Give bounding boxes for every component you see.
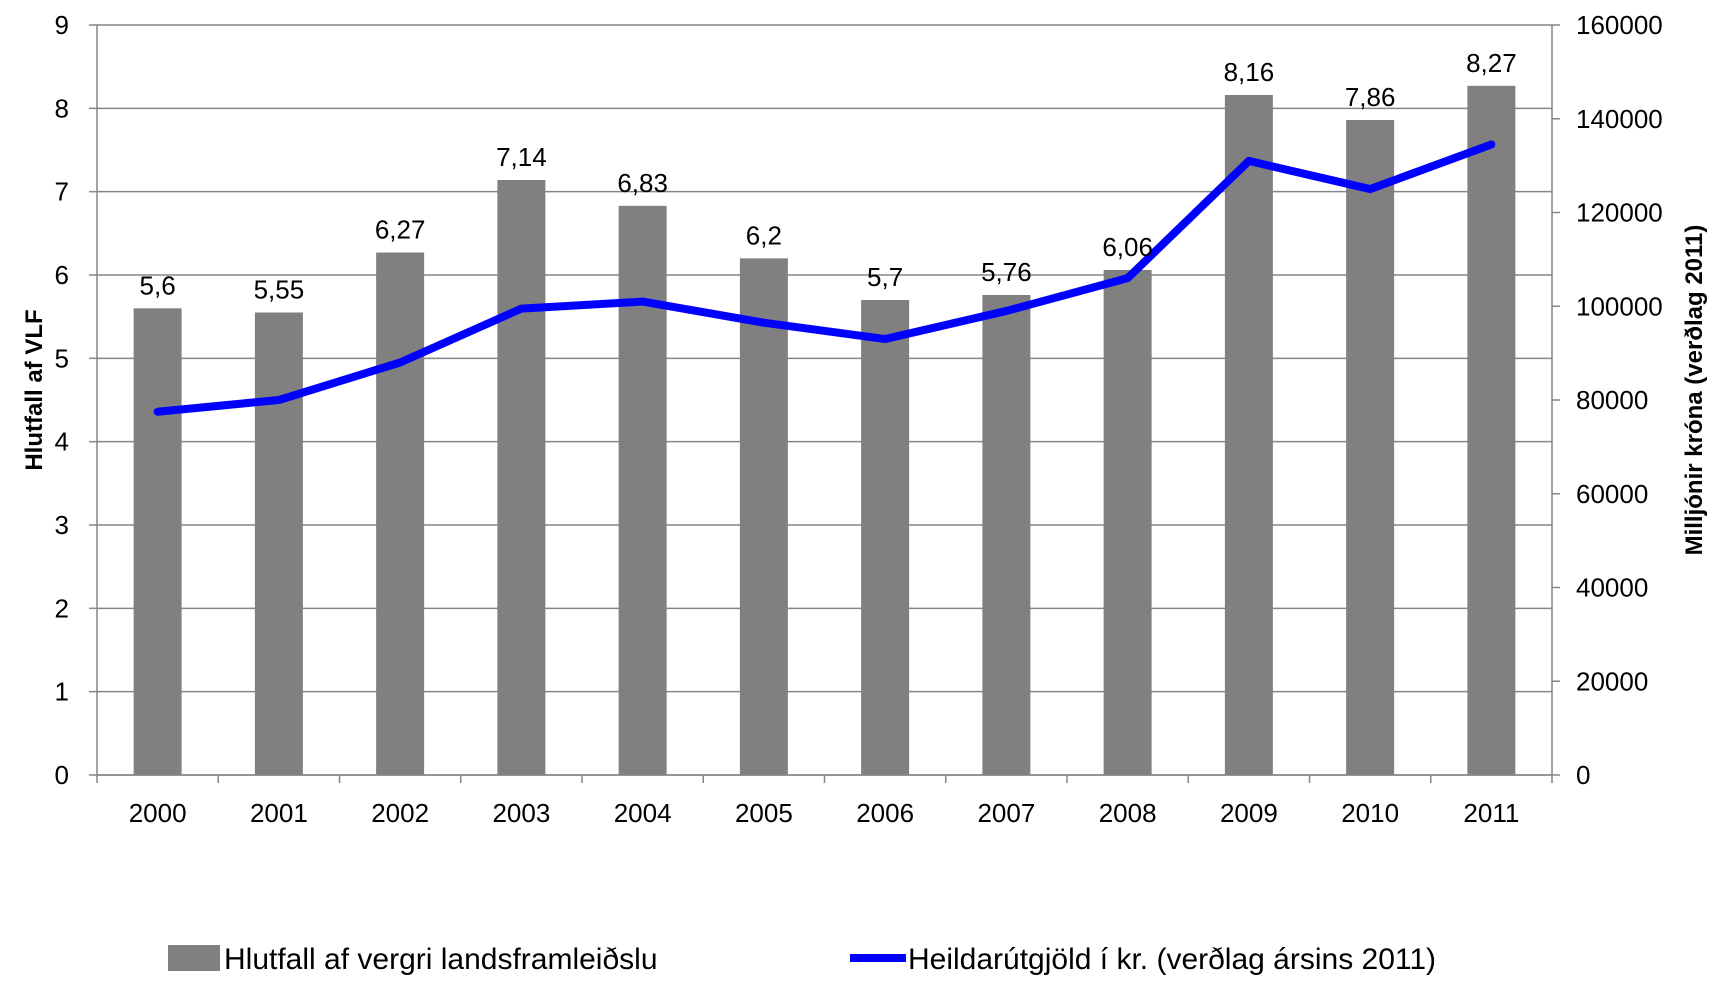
right-tick-label: 40000 bbox=[1576, 573, 1648, 603]
line-path bbox=[153, 140, 1496, 416]
legend-line-label: Heildarútgjöld í kr. (verðlag ársins 201… bbox=[908, 943, 1436, 976]
x-tick-label: 2005 bbox=[735, 798, 793, 828]
data-label: 5,6 bbox=[140, 270, 176, 300]
x-tick-label: 2001 bbox=[250, 798, 308, 828]
left-tick-label: 2 bbox=[55, 593, 69, 623]
gridlines bbox=[97, 24, 1552, 776]
right-tick-label: 60000 bbox=[1576, 479, 1648, 509]
bar bbox=[1467, 85, 1516, 776]
left-tick-label: 9 bbox=[55, 10, 69, 40]
data-label: 7,14 bbox=[496, 142, 547, 172]
x-tick-label: 2006 bbox=[856, 798, 914, 828]
bar bbox=[497, 180, 546, 775]
left-axis-ticks: 0 1 2 3 4 5 6 7 8 9 bbox=[55, 10, 97, 790]
data-label: 5,76 bbox=[981, 257, 1032, 287]
x-tick-label: 2007 bbox=[977, 798, 1035, 828]
x-tick-label: 2011 bbox=[1463, 798, 1519, 828]
data-label: 5,55 bbox=[254, 275, 305, 305]
legend: Hlutfall af vergri landsframleiðslu Heil… bbox=[168, 943, 1436, 976]
right-tick-label: 20000 bbox=[1576, 666, 1648, 696]
x-tick-label: 2009 bbox=[1220, 798, 1278, 828]
bar bbox=[618, 205, 667, 776]
x-tick-label: 2010 bbox=[1341, 798, 1399, 828]
axes bbox=[96, 25, 1553, 776]
x-tick-label: 2000 bbox=[129, 798, 187, 828]
left-tick-label: 8 bbox=[55, 93, 69, 123]
right-tick-label: 140000 bbox=[1576, 104, 1663, 134]
legend-bar-label: Hlutfall af vergri landsframleiðslu bbox=[224, 943, 658, 976]
bar bbox=[254, 312, 303, 775]
right-axis-ticks: 0 20000 40000 60000 80000 100000 120000 140000 1… bbox=[1552, 10, 1663, 790]
x-axis-ticks: 2000 2001 2002 2003 2004 2005 2006 2007 2008 2009… bbox=[96, 775, 1553, 828]
data-label: 6,27 bbox=[375, 215, 426, 245]
data-labels: 5,6 5,55 6,27 7,14 6,83 6,2 5,7 5,76 6,06 8,16 7,8… bbox=[140, 48, 1517, 305]
bar bbox=[376, 252, 425, 775]
x-tick-label: 2003 bbox=[492, 798, 550, 828]
legend-bar-swatch bbox=[168, 945, 220, 971]
data-label: 8,27 bbox=[1466, 48, 1517, 78]
bar-series bbox=[133, 85, 1516, 776]
left-tick-label: 3 bbox=[55, 510, 69, 540]
left-tick-label: 7 bbox=[55, 177, 69, 207]
right-tick-label: 0 bbox=[1576, 760, 1590, 790]
bar bbox=[861, 300, 910, 775]
data-label: 6,06 bbox=[1102, 232, 1153, 262]
right-tick-label: 160000 bbox=[1576, 10, 1663, 40]
right-tick-label: 80000 bbox=[1576, 385, 1648, 415]
left-tick-label: 6 bbox=[55, 260, 69, 290]
data-label: 6,83 bbox=[617, 168, 668, 198]
left-tick-label: 1 bbox=[55, 677, 69, 707]
left-axis-title: Hlutfall af VLF bbox=[21, 309, 48, 470]
bar bbox=[982, 295, 1031, 775]
left-tick-label: 4 bbox=[55, 427, 69, 457]
bar bbox=[133, 308, 182, 775]
bar bbox=[1103, 270, 1152, 775]
data-label: 8,16 bbox=[1224, 57, 1275, 87]
bar bbox=[1346, 120, 1395, 775]
data-label: 6,2 bbox=[746, 220, 782, 250]
line-series bbox=[153, 140, 1496, 416]
left-tick-label: 0 bbox=[55, 760, 69, 790]
left-tick-label: 5 bbox=[55, 343, 69, 373]
right-tick-label: 100000 bbox=[1576, 291, 1663, 321]
data-label: 7,86 bbox=[1345, 82, 1396, 112]
x-tick-label: 2004 bbox=[614, 798, 672, 828]
right-axis-title: Milljónir króna (verðlag 2011) bbox=[1681, 225, 1708, 556]
data-label: 5,7 bbox=[867, 262, 903, 292]
bar bbox=[1224, 95, 1273, 775]
right-tick-label: 120000 bbox=[1576, 198, 1663, 228]
x-tick-label: 2008 bbox=[1099, 798, 1157, 828]
x-tick-label: 2002 bbox=[371, 798, 429, 828]
bar bbox=[739, 258, 788, 775]
